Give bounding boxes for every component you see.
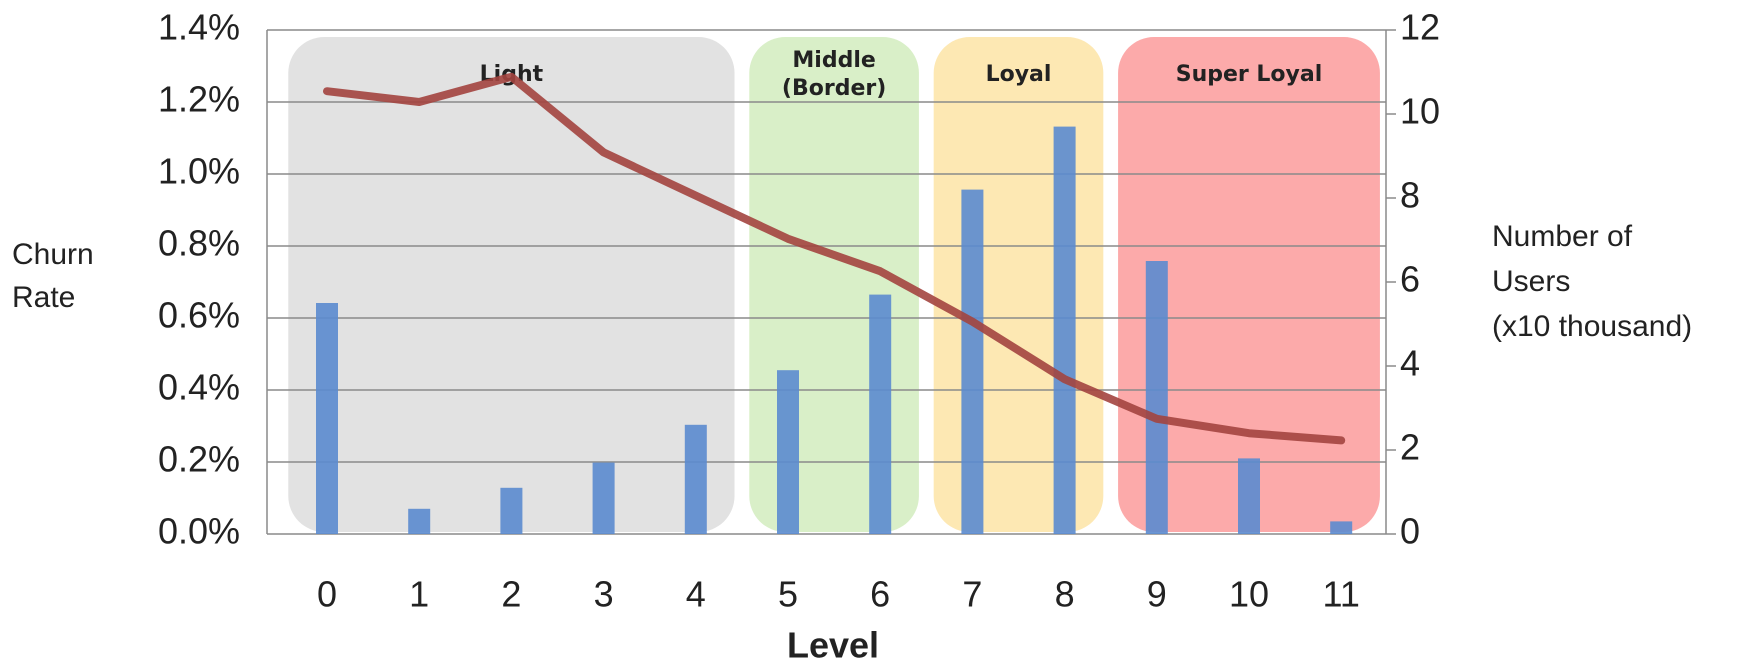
x-axis-title: Level [787, 625, 879, 666]
region [288, 37, 734, 532]
bar [500, 488, 522, 534]
x-tick-label: 1 [409, 574, 429, 615]
y-tick-label: 0.6% [158, 295, 240, 336]
y2-tick-label: 2 [1400, 427, 1420, 468]
y2-axis-title: (x10 thousand) [1492, 310, 1692, 343]
bar [869, 295, 891, 534]
y-tick-label: 1.4% [158, 7, 240, 48]
bar [685, 425, 707, 534]
y2-axis-title: Number of [1492, 220, 1633, 253]
y-tick-label: 0.4% [158, 367, 240, 408]
y-tick-label: 0.8% [158, 223, 240, 264]
x-tick-label: 11 [1323, 574, 1360, 615]
bar [1238, 458, 1260, 534]
region-label: Loyal [986, 62, 1052, 87]
x-tick-label: 8 [1055, 574, 1075, 615]
y-tick-label: 1.0% [158, 151, 240, 192]
y2-tick-label: 6 [1400, 259, 1420, 300]
y-tick-label: 0.2% [158, 439, 240, 480]
bar [316, 303, 338, 534]
y2-tick-label: 0 [1400, 511, 1420, 552]
bar [1330, 521, 1352, 534]
x-tick-label: 3 [594, 574, 614, 615]
page: Level Churn Rate Number of Users (x10 th… [0, 0, 1746, 667]
region-label: Middle [792, 48, 875, 73]
x-tick-label: 7 [962, 574, 982, 615]
x-tick-label: 5 [778, 574, 798, 615]
x-tick-label: 10 [1229, 574, 1269, 615]
x-tick-label: 6 [870, 574, 890, 615]
x-tick-label: 0 [317, 574, 337, 615]
bar [961, 190, 983, 534]
y-axis-title: Rate [12, 281, 75, 314]
y2-tick-label: 12 [1400, 7, 1440, 48]
bar [777, 370, 799, 534]
x-tick-label: 9 [1147, 574, 1167, 615]
bar [593, 463, 615, 534]
bar [408, 509, 430, 534]
y2-tick-label: 8 [1400, 175, 1420, 216]
y-tick-label: 0.0% [158, 511, 240, 552]
x-tick-label: 2 [501, 574, 521, 615]
region [749, 37, 919, 532]
y-tick-label: 1.2% [158, 79, 240, 120]
region-label: (Border) [782, 76, 886, 101]
region [934, 37, 1104, 532]
y-axis-title: Churn [12, 238, 94, 271]
y2-tick-label: 10 [1400, 91, 1440, 132]
bar [1146, 261, 1168, 534]
chart: Level Churn Rate Number of Users (x10 th… [0, 0, 1746, 667]
region-label: Super Loyal [1176, 62, 1323, 87]
bar [1054, 127, 1076, 534]
x-tick-label: 4 [686, 574, 706, 615]
y2-tick-label: 4 [1400, 343, 1420, 384]
y2-axis-title: Users [1492, 265, 1570, 298]
